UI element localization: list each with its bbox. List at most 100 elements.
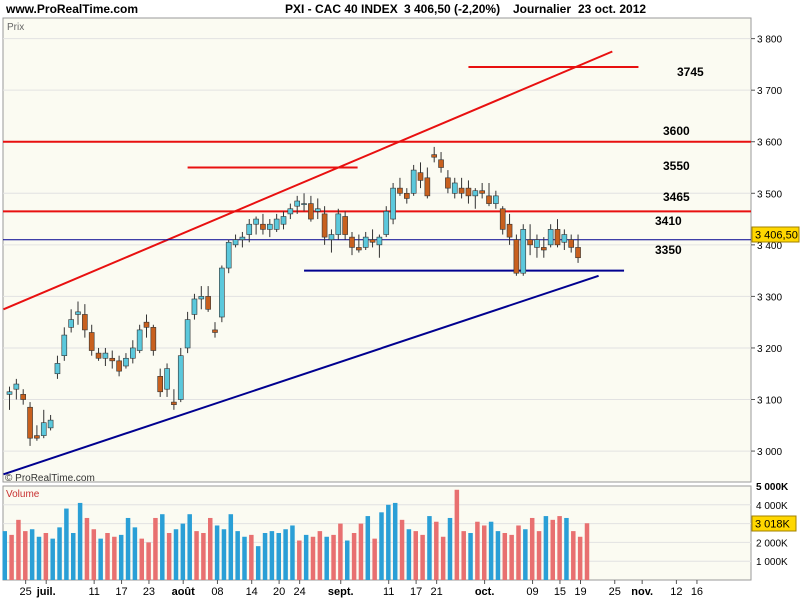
date-label: 23 oct. 2012 bbox=[578, 2, 647, 16]
svg-text:3 018K: 3 018K bbox=[755, 519, 791, 531]
volume-tick-label: 4 000K bbox=[756, 501, 788, 512]
price-tick-label: 3 300 bbox=[757, 292, 782, 303]
volume-bar bbox=[392, 502, 398, 580]
date-tick-label: 25 bbox=[20, 586, 32, 598]
price-tick-label: 3 800 bbox=[757, 35, 782, 46]
candle-up bbox=[47, 419, 54, 429]
volume-bar bbox=[50, 538, 55, 580]
last-volume-tag: 3 018K bbox=[751, 515, 797, 532]
candle-down bbox=[438, 159, 444, 168]
price-tick-label: 3 200 bbox=[757, 344, 782, 355]
candle-up bbox=[253, 218, 259, 225]
candle-down bbox=[397, 187, 403, 194]
date-tick-label: oct. bbox=[475, 586, 495, 598]
volume-bar bbox=[262, 533, 268, 580]
volume-bar bbox=[166, 533, 172, 580]
candle-up bbox=[136, 329, 143, 351]
candle-down bbox=[212, 329, 218, 333]
candle-up bbox=[335, 213, 342, 235]
volume-bar bbox=[345, 540, 350, 580]
candle-down bbox=[260, 223, 266, 230]
volume-tick-label: 5 000K bbox=[756, 482, 789, 493]
date-tick-label: sept. bbox=[328, 586, 354, 598]
date-tick-label: nov. bbox=[631, 586, 653, 598]
candle-up bbox=[547, 229, 554, 246]
volume-bar bbox=[543, 516, 549, 580]
date-tick-label: 20 bbox=[273, 586, 285, 598]
candle-down bbox=[486, 195, 492, 204]
price-panel-label: Prix bbox=[7, 22, 24, 33]
candle-up bbox=[314, 208, 321, 212]
volume-tick-label: 1 000K bbox=[756, 557, 788, 568]
volume-bar bbox=[399, 519, 405, 580]
candle-up bbox=[383, 211, 390, 235]
candle-down bbox=[143, 321, 150, 328]
volume-bar bbox=[29, 529, 35, 580]
candle-down bbox=[499, 208, 506, 230]
site-label[interactable]: www.ProRealTime.com bbox=[6, 2, 139, 16]
date-tick-label: 15 bbox=[554, 586, 566, 598]
volume-bar bbox=[331, 534, 336, 580]
candle-up bbox=[13, 383, 20, 390]
price-tick-label: 3 100 bbox=[757, 396, 782, 407]
volume-bar bbox=[221, 529, 227, 580]
candle-up bbox=[102, 352, 109, 359]
candle-down bbox=[27, 406, 33, 439]
volume-bar bbox=[249, 534, 254, 580]
svg-text:3 406,50: 3 406,50 bbox=[755, 230, 798, 242]
volume-bar bbox=[303, 534, 309, 580]
volume-bar bbox=[461, 531, 466, 580]
volume-bar bbox=[242, 536, 247, 580]
candle-down bbox=[88, 332, 95, 351]
volume-bar bbox=[351, 533, 357, 580]
candle-up bbox=[177, 355, 184, 400]
candle-down bbox=[321, 213, 328, 238]
date-tick-label: 17 bbox=[115, 586, 127, 598]
candle-up bbox=[451, 182, 458, 194]
volume-bar bbox=[440, 536, 446, 580]
candle-up bbox=[54, 363, 61, 375]
date-tick-label: 17 bbox=[410, 586, 422, 598]
candle-up bbox=[219, 267, 225, 318]
volume-bar bbox=[36, 536, 42, 580]
date-axis: 25 juil. 11 17 23 août 08 14 20 24 sept. 11 17 21 oct.… bbox=[20, 580, 703, 598]
candle-up bbox=[410, 169, 417, 194]
candle-up bbox=[328, 234, 335, 240]
candle-up bbox=[376, 236, 383, 246]
candle-up bbox=[130, 347, 136, 359]
price-tick-label: 3 500 bbox=[757, 189, 782, 200]
volume-bar bbox=[529, 517, 535, 580]
candle-up bbox=[246, 223, 253, 235]
period-label: Journalier bbox=[513, 2, 572, 16]
volume-bar bbox=[153, 517, 158, 580]
price-tick-label: 3 000 bbox=[757, 447, 782, 458]
price-panel[interactable] bbox=[2, 17, 752, 483]
volume-bar bbox=[584, 523, 590, 580]
support-trendline bbox=[3, 274, 599, 476]
candle-down bbox=[431, 154, 438, 158]
level-label-3600: 3600 bbox=[663, 124, 690, 138]
candle-down bbox=[20, 394, 27, 400]
date-tick-label: juil. bbox=[36, 586, 56, 598]
volume-bar bbox=[557, 516, 562, 580]
date-tick-label: 24 bbox=[294, 586, 306, 598]
volume-bar bbox=[146, 542, 151, 580]
volume-bar bbox=[180, 523, 186, 580]
volume-bars bbox=[2, 489, 590, 580]
price-gridlines bbox=[3, 38, 751, 452]
volume-bar bbox=[475, 521, 480, 580]
candle-up bbox=[280, 216, 287, 225]
candle-up bbox=[232, 239, 239, 246]
volume-bar bbox=[112, 536, 117, 580]
price-tick-label: 3 600 bbox=[757, 138, 782, 149]
volume-bar bbox=[139, 538, 144, 580]
candle-down bbox=[82, 314, 88, 331]
volume-bar bbox=[447, 517, 453, 580]
volume-bar bbox=[283, 529, 288, 580]
price-axis: 3 000 3 100 3 200 3 300 3 400 3 500 3 600 3 700… bbox=[751, 35, 782, 458]
resistance-trendline bbox=[3, 50, 613, 311]
volume-bar bbox=[454, 489, 460, 580]
candle-down bbox=[95, 352, 102, 359]
candle-up bbox=[273, 218, 280, 230]
